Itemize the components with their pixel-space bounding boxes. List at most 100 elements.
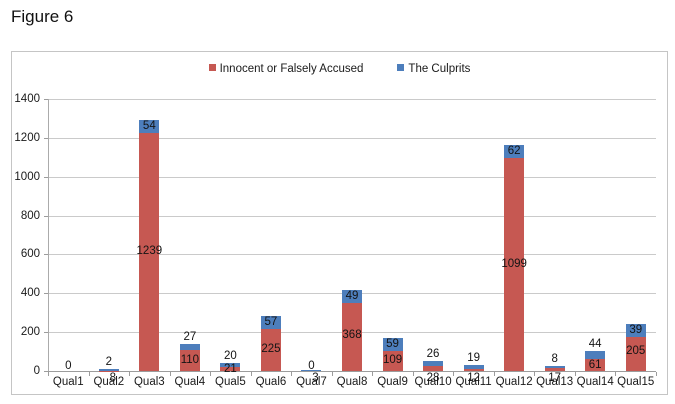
bar-segment-innocent [342,299,362,371]
bar-segment-innocent [98,370,119,372]
bar-segment-innocent [260,327,281,371]
y-tick-label: 1400 [14,93,40,105]
x-category-label: Qual7 [296,376,327,388]
y-tick-label: 600 [20,248,40,261]
value-label-culprits: 39 [625,323,646,337]
value-label-culprits: 20 [223,350,237,363]
y-tick-label: 200 [20,326,40,339]
value-label-culprits: 3 [312,372,319,384]
legend-swatch-icon [208,63,216,71]
value-label-culprits: 57 [260,316,281,330]
value-label-culprits: 44 [588,337,602,350]
x-category-label: Qual9 [377,376,408,388]
x-category-label: Qual12 [495,376,533,388]
value-label-innocent: 109 [382,354,403,367]
legend-item: The Culprits [397,63,470,75]
value-label-innocent: 61 [588,359,602,372]
x-axis-tick [169,372,171,376]
value-label-innocent: 368 [342,329,362,342]
x-category-label: Qual8 [336,376,368,388]
x-category-label: Qual14 [576,376,614,388]
plot-area: 0 200 400 600 800 1000 1200 1400 Qual1 Qual2 Qual3… [12,52,667,394]
x-axis-tick [88,372,90,376]
x-axis-tick [48,372,49,376]
value-label-innocent: 0 [308,360,315,372]
bar-segment-innocent [179,349,200,371]
x-category-label: Qual11 [455,376,492,388]
legend-label: The Culprits [408,63,471,75]
x-axis-tick [291,372,293,376]
y-axis-tick [44,254,48,256]
x-category-label: Qual1 [52,376,84,388]
grid-line [48,137,656,139]
value-label-culprits: 62 [504,145,525,159]
chart-legend: Innocent or Falsely Accused The Culprits [12,63,667,75]
x-axis-tick [493,372,495,376]
x-category-label: Qual5 [215,376,246,388]
x-axis-tick [331,372,333,376]
figure-title: Figure 6 [11,7,74,26]
bar-segment-culprits [423,360,444,366]
legend-label: Innocent or Falsely Accused [219,63,364,75]
value-label-culprits: 26 [426,347,440,360]
bar-segment-innocent [423,365,444,371]
x-category-label: Qual10 [414,376,452,388]
chart-container: Innocent or Falsely Accused The Culprits … [11,51,668,395]
bar-segment-innocent [463,368,484,371]
y-axis-tick [44,99,48,100]
value-label-innocent: 2 [105,356,112,369]
y-tick-label: 400 [20,287,40,300]
x-axis-tick [615,372,617,376]
value-label-innocent: 205 [626,345,646,358]
x-category-label: Qual15 [617,376,655,388]
grid-line [48,99,656,100]
y-axis-tick [44,215,48,217]
bar-segment-culprits [98,369,119,371]
y-tick-label: 800 [20,209,40,222]
value-label-innocent: 225 [261,343,281,356]
bar-segment-innocent [625,331,646,371]
x-axis-tick [412,372,414,376]
value-label-innocent: 0 [65,360,72,372]
y-axis-tick [44,332,48,334]
value-label-culprits: 19 [467,351,480,364]
bar-segment-culprits [585,350,606,360]
value-label-culprits: 49 [342,289,362,303]
x-axis-tick [129,372,131,376]
x-category-label: Qual6 [255,376,287,388]
y-axis-tick [44,176,48,178]
x-category-label: Qual3 [133,376,165,388]
x-axis-tick [250,372,252,376]
y-tick-label: 1200 [14,131,40,144]
x-axis-tick [210,372,212,376]
x-category-label: Qual2 [93,376,125,388]
bar-segment-innocent [220,366,241,371]
x-axis-tick [453,372,455,376]
x-axis-line [44,371,656,372]
grid-line [48,176,656,178]
value-label-culprits: 8 [551,353,558,366]
bar-segment-culprits [179,344,200,350]
x-axis-tick [656,372,657,376]
value-label-innocent: 17 [548,372,562,384]
y-tick-label: 1000 [14,170,40,183]
value-label-innocent: 28 [426,372,440,384]
value-label-innocent: 1099 [501,258,527,271]
value-label-culprits: 54 [139,119,160,133]
bar-segment-innocent [139,130,160,371]
legend-item: Innocent or Falsely Accused [208,63,364,75]
x-category-label: Qual13 [536,376,574,388]
value-label-culprits: 8 [109,372,116,384]
value-label-culprits: 27 [183,331,197,344]
bar-segment-innocent [504,157,525,371]
y-axis-tick [44,293,48,295]
bar-segment-culprits [301,370,322,372]
bar-segment-innocent [544,367,565,371]
x-axis-tick [574,372,576,376]
bar-segment-culprits [544,366,565,368]
value-label-innocent: 110 [180,354,200,367]
y-axis-line [48,99,49,371]
legend-swatch-icon [397,63,405,71]
grid-line [48,215,656,217]
